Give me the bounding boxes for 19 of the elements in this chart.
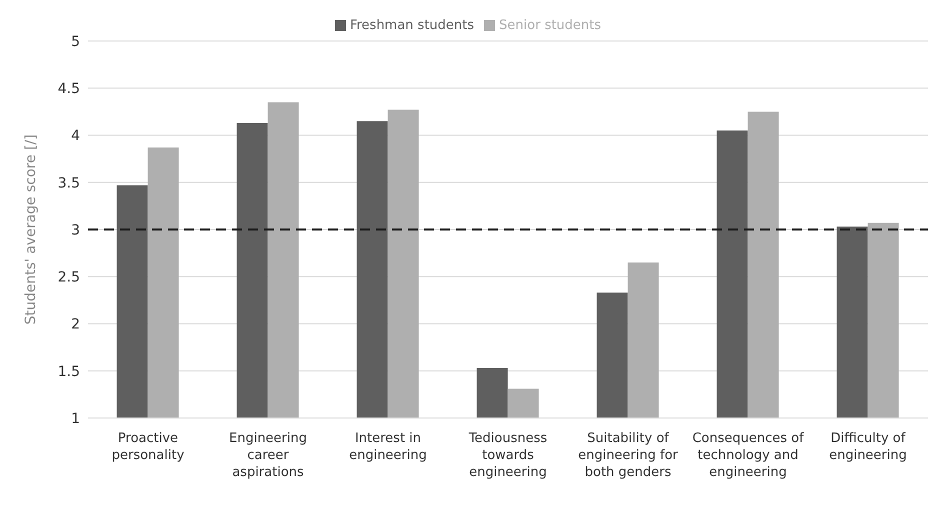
y-tick-label: 4.5 (58, 81, 80, 98)
x-tick-label: Engineering career aspirations (229, 431, 307, 480)
x-tick-label: Proactive personality (112, 431, 185, 463)
y-tick-label: 3.5 (58, 175, 80, 192)
y-tick-label: 1.5 (58, 364, 80, 380)
y-tick-label: 2.5 (58, 270, 80, 286)
legend-label: Senior students (499, 18, 602, 33)
x-tick-label: Consequences of technology and engineering (692, 431, 804, 480)
y-tick-label: 5 (71, 34, 80, 50)
x-tick-label: Interest in engineering (349, 431, 427, 463)
y-tick-label: 3 (71, 222, 80, 238)
x-tick-label: Suitability of engineering for both genders (578, 431, 679, 480)
y-axis-title: Students' average score [/] (22, 134, 39, 325)
legend-label: Freshman students (350, 18, 474, 33)
x-tick-label: Tediousness towards engineering (468, 431, 548, 480)
y-tick-label: 2 (71, 316, 80, 333)
y-tick-label: 1 (71, 410, 80, 427)
y-tick-label: 4 (71, 128, 80, 144)
x-tick-label: Difficulty of engineering (829, 431, 907, 463)
